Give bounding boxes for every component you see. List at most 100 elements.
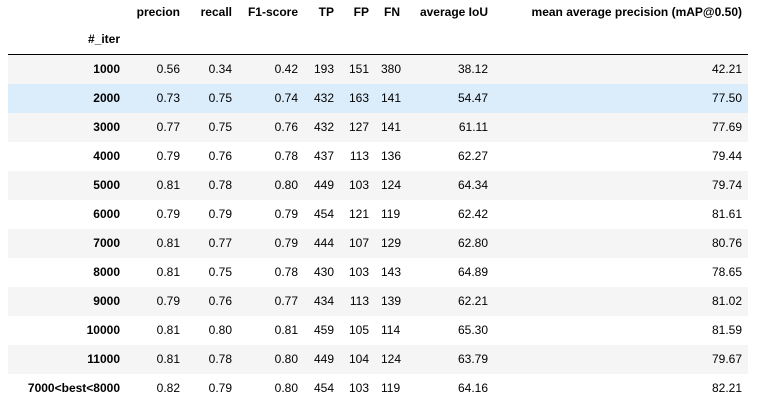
table-cell: 78.65 <box>711 265 742 279</box>
table-cell: 0.76 <box>208 294 232 308</box>
table-cell: 0.79 <box>274 207 298 221</box>
column-header: mean average precision (mAP@0.50) <box>531 5 742 19</box>
table-cell: 380 <box>381 62 402 77</box>
table-cell: 432 <box>313 120 334 134</box>
table-cell: 121 <box>348 207 369 221</box>
table-cell: 80.76 <box>711 236 742 250</box>
table-cell: 107 <box>348 236 369 250</box>
table-row: 3000 0.77 0.75 0.76 432 127 141 61.11 77.69 <box>8 112 748 142</box>
table-cell: 0.77 <box>208 236 232 250</box>
table-cell: 77.50 <box>711 91 742 105</box>
table-cell: 62.21 <box>457 294 488 308</box>
table-row: 6000 0.79 0.79 0.79 454 121 119 62.42 81.61 <box>8 199 748 229</box>
table-cell: 163 <box>348 91 369 105</box>
table-cell: 79.74 <box>711 178 742 192</box>
row-index: 7000 <box>93 236 120 250</box>
table-row: 10000 0.81 0.80 0.81 459 105 114 65.30 81.59 <box>8 315 748 345</box>
row-index: 8000 <box>93 265 120 279</box>
table-cell: 449 <box>313 352 334 366</box>
table-cell: 129 <box>381 236 402 250</box>
table-cell: 432 <box>313 91 334 105</box>
table-cell: 79.67 <box>711 352 742 366</box>
row-index: 9000 <box>93 294 120 308</box>
table-cell: 81.02 <box>711 294 742 308</box>
table-cell: 0.78 <box>208 352 232 366</box>
table-cell: 141 <box>381 120 402 134</box>
table-cell: 113 <box>349 294 369 308</box>
table-cell: 79.44 <box>711 149 742 163</box>
table-cell: 0.76 <box>274 120 298 134</box>
row-index: 5000 <box>93 178 120 192</box>
table-cell: 119 <box>381 207 401 221</box>
table-row: 8000 0.81 0.75 0.78 430 103 143 64.89 78.65 <box>8 257 748 287</box>
table-cell: 459 <box>313 323 334 337</box>
table-cell: 0.79 <box>156 207 180 221</box>
table-cell: 0.81 <box>156 265 180 279</box>
table-cell: 64.89 <box>457 265 488 279</box>
table-cell: 103 <box>348 265 369 279</box>
column-header: FN <box>384 5 400 19</box>
table-row: 7000 0.81 0.77 0.79 444 107 129 62.80 80.76 <box>8 228 748 258</box>
table-cell: 0.80 <box>208 323 232 337</box>
table-cell: 62.27 <box>457 149 488 163</box>
row-index: 3000 <box>93 120 120 134</box>
table-cell: 0.34 <box>208 62 232 77</box>
table-cell: 119 <box>381 381 401 395</box>
table-cell: 113 <box>349 149 369 163</box>
table-cell: 54.47 <box>457 91 488 105</box>
column-header: F1-score <box>247 5 298 19</box>
table-cell: 143 <box>381 265 402 279</box>
table-cell: 0.81 <box>156 178 180 192</box>
table-cell: 64.34 <box>457 178 488 192</box>
table-cell: 454 <box>313 381 334 395</box>
table-cell: 0.78 <box>274 265 298 279</box>
table-cell: 127 <box>348 120 369 134</box>
table-row: 5000 0.81 0.78 0.80 449 103 124 64.34 79.74 <box>8 170 748 200</box>
table-cell: 0.78 <box>274 149 298 163</box>
table-cell: 81.59 <box>711 323 742 337</box>
table-row: 11000 0.81 0.78 0.80 449 104 124 63.79 79.67 <box>8 344 748 374</box>
table-cell: 124 <box>381 178 402 192</box>
table-row: 7000<best<8000 0.82 0.79 0.80 454 103 119 64.16… <box>8 373 748 403</box>
table-cell: 0.82 <box>156 381 180 395</box>
table-cell: 0.75 <box>208 91 232 105</box>
table-cell: 0.76 <box>208 149 232 163</box>
table-cell: 114 <box>381 323 401 337</box>
table-cell: 0.79 <box>208 207 232 221</box>
table-cell: 65.30 <box>457 323 488 337</box>
row-index: 11000 <box>87 352 120 366</box>
table-cell: 0.81 <box>274 323 298 337</box>
table-cell: 0.80 <box>274 352 298 366</box>
table-cell: 81.61 <box>711 207 742 221</box>
table-cell: 444 <box>313 236 334 250</box>
table-cell: 434 <box>313 294 334 308</box>
table-cell: 193 <box>313 62 334 77</box>
column-header: TP <box>318 5 334 19</box>
table-cell: 0.81 <box>156 323 180 337</box>
column-header-blank <box>8 0 126 24</box>
results-table: precion recall F1-score TP FP FN average… <box>8 0 748 403</box>
table-cell: 449 <box>313 178 334 192</box>
table-cell: 103 <box>348 178 369 192</box>
table-cell: 63.79 <box>457 352 488 366</box>
index-name-row: #_iter <box>8 24 748 55</box>
table-body: 1000 0.56 0.34 0.42 193 151 380 38.12 42.21 2000 0… <box>8 54 748 403</box>
row-index: 10000 <box>86 323 120 337</box>
table-cell: 141 <box>381 91 402 105</box>
table-cell: 0.80 <box>274 381 298 395</box>
row-index: 1000 <box>93 62 120 77</box>
table-cell: 0.81 <box>156 236 180 250</box>
table-cell: 0.75 <box>208 120 232 134</box>
table-cell: 105 <box>348 323 369 337</box>
table-cell: 0.79 <box>208 381 232 395</box>
column-header: average IoU <box>419 5 488 19</box>
column-header: precion <box>136 5 180 19</box>
table-row: 1000 0.56 0.34 0.42 193 151 380 38.12 42.21 <box>8 54 748 84</box>
table-cell: 61.11 <box>458 120 488 134</box>
table-cell: 0.74 <box>274 91 298 105</box>
table-cell: 42.21 <box>711 62 742 77</box>
table-cell: 0.79 <box>156 149 180 163</box>
table-cell: 0.56 <box>156 62 180 77</box>
table-row: 9000 0.79 0.76 0.77 434 113 139 62.21 81.02 <box>8 286 748 316</box>
row-index: 6000 <box>93 207 120 221</box>
